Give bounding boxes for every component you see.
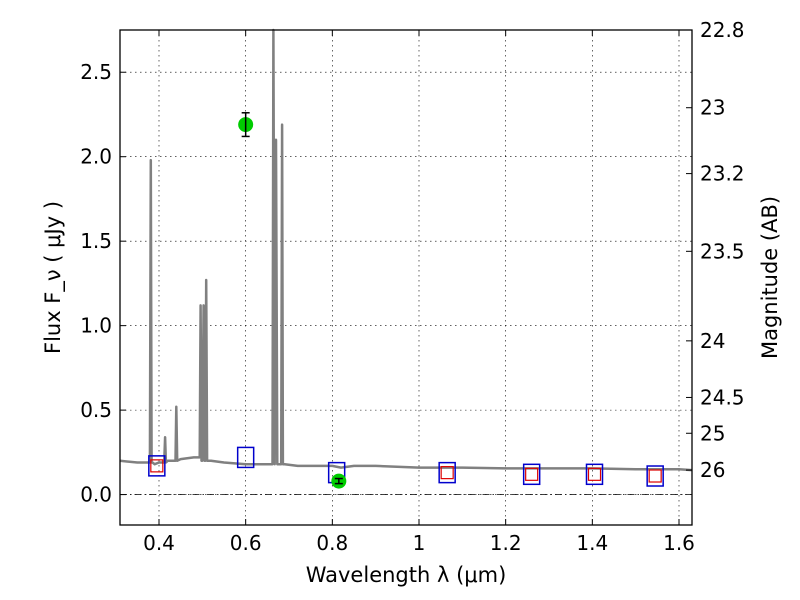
right-tick-labels: 22.8 23 23.2 23.5 24 24.5 25 26 [700,18,745,482]
y-axis-label: Flux F_ν ( μJy ) [41,201,66,354]
right-tick-label: 24.5 [700,385,745,409]
right-tick-label: 24 [700,329,725,353]
model-photometry-point [236,446,255,469]
model-photometry-inner-marker [648,469,662,483]
right-tick-label: 26 [700,458,725,482]
model-photometry-inner-marker [525,467,539,481]
observed-series [238,112,347,489]
right-tick-label: 23.2 [700,162,745,186]
model-photometry-point [148,455,166,477]
right-axis-label: Magnitude (AB) [758,196,782,359]
y-tick-labels: 0.0 0.5 1.0 1.5 2.0 2.5 [80,60,112,506]
x-tick-label: 1.4 [576,531,608,555]
model-photometry-point [646,465,664,487]
axis-ticks [120,29,692,525]
model-photometry-inner-marker [440,466,454,480]
y-tick-label: 1.0 [80,314,112,338]
x-tick-label: 0.6 [230,531,262,555]
right-tick-label: 22.8 [700,18,745,42]
x-tick-label: 1 [413,531,426,555]
right-tick-label: 23 [700,96,725,120]
y-tick-label: 0.5 [80,398,112,422]
y-tick-label: 2.5 [80,60,112,84]
model-spectrum-series [119,28,693,472]
model-spectrum-line [119,28,693,472]
plot-frame [119,29,693,526]
model-photometry-inner-marker [150,459,164,473]
x-tick-label: 0.8 [316,531,348,555]
x-tick-label: 0.4 [143,531,175,555]
model-photometry-point [522,463,541,486]
model-photometry-point [438,461,456,484]
model-photometry-inner-marker [587,467,602,481]
right-tick-label: 25 [700,421,725,445]
x-tick-label: 1.2 [490,531,522,555]
gridlines [120,30,692,525]
x-tick-labels: 0.4 0.6 0.8 1 1.2 1.4 1.6 [143,531,695,555]
y-tick-label: 1.5 [80,229,112,253]
y-tick-label: 0.0 [80,483,112,507]
x-axis-label: Wavelength λ (μm) [306,563,507,587]
x-tick-label: 1.6 [663,531,695,555]
right-tick-label: 23.5 [700,239,745,263]
y-tick-label: 2.0 [80,145,112,169]
model-photometry-point [585,463,604,486]
